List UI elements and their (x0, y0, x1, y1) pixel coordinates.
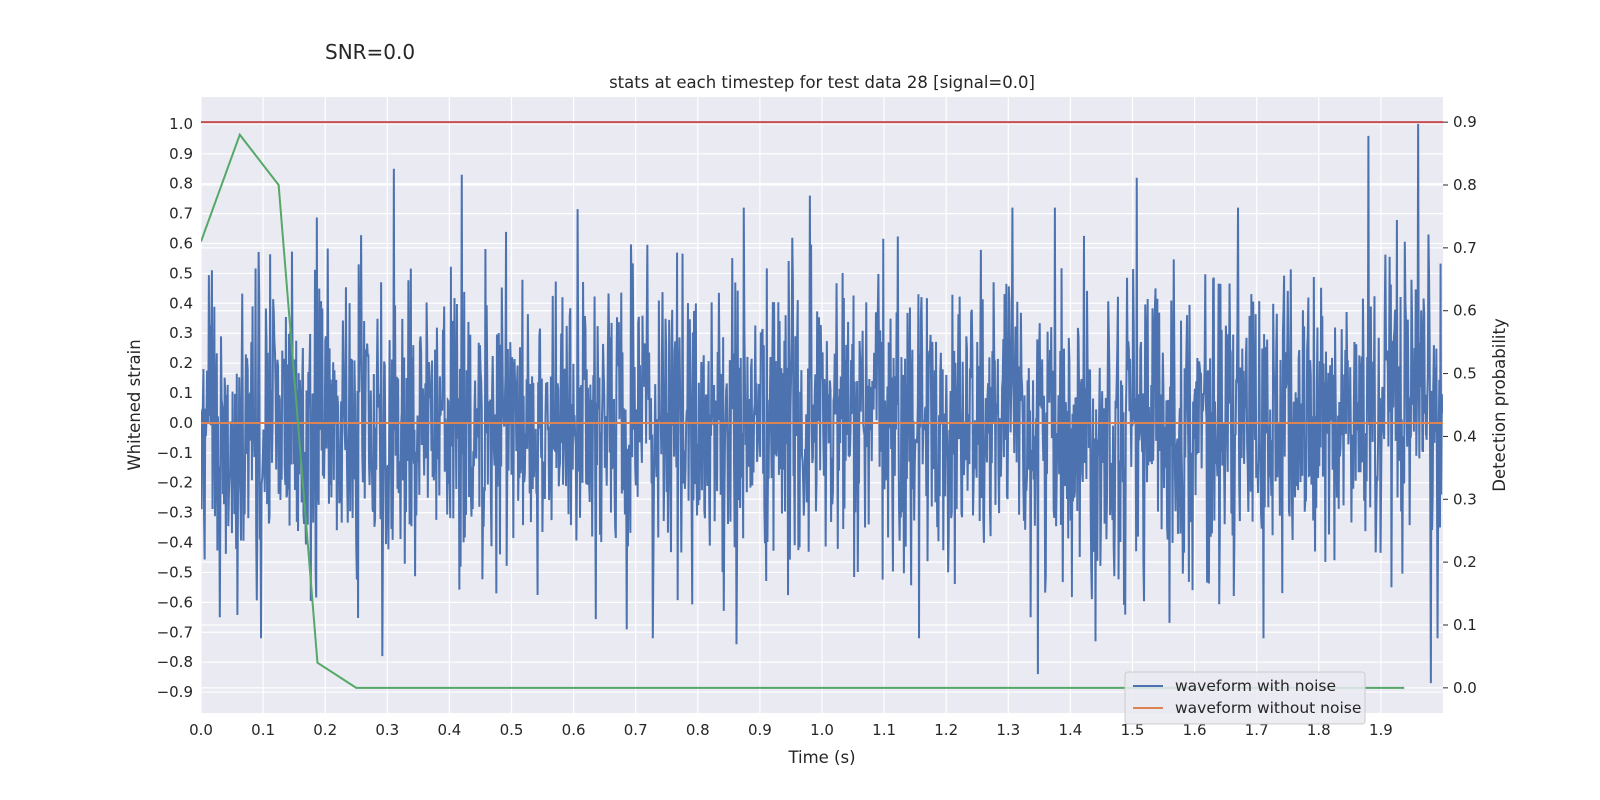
x-axis-label: Time (s) (787, 748, 855, 767)
y2-tick-label: 0.2 (1453, 553, 1477, 571)
y2-tick-label: 0.5 (1453, 365, 1477, 383)
x-tick-label: 1.0 (810, 721, 834, 739)
y-tick-label: 0.2 (169, 354, 193, 372)
x-tick-label: 0.8 (686, 721, 710, 739)
x-tick-label: 0.4 (437, 721, 461, 739)
x-tick-label: 0.2 (313, 721, 337, 739)
x-tick-label: 1.5 (1121, 721, 1145, 739)
y-axis-ticks: 1.0 0.9 0.8 0.7 0.6 0.5 0.4 0.3 0.2 0.1 0.0 −0.1 −0.… (157, 115, 193, 701)
y-tick-label: 0.5 (169, 264, 193, 282)
y-tick-label: −0.5 (157, 563, 193, 581)
x-tick-label: 1.7 (1245, 721, 1269, 739)
y-tick-label: −0.8 (157, 653, 193, 671)
y-tick-label: 0.9 (169, 145, 193, 163)
x-axis-ticks: 0.0 0.1 0.2 0.3 0.4 0.5 0.6 0.7 0.8 0.9 1.0 1.1 1.2 1… (189, 721, 1393, 739)
y-tick-label: 0.7 (169, 205, 193, 223)
legend-label-noise: waveform with noise (1175, 677, 1336, 695)
y2-tick-label: 0.0 (1453, 679, 1477, 697)
y-tick-label: 0.4 (169, 294, 193, 312)
y2-tick-label: 0.9 (1453, 113, 1477, 131)
x-tick-label: 0.7 (624, 721, 648, 739)
y2-axis-ticks: 0.9 0.8 0.7 0.6 0.5 0.4 0.3 0.2 0.1 0.0 (1443, 113, 1477, 697)
legend: waveform with noise waveform without noi… (1124, 671, 1366, 725)
x-tick-label: 0.3 (375, 721, 399, 739)
x-tick-label: 1.3 (996, 721, 1020, 739)
x-tick-label: 0.0 (189, 721, 213, 739)
y2-tick-label: 0.8 (1453, 176, 1477, 194)
y2-tick-label: 0.1 (1453, 616, 1477, 634)
x-tick-label: 1.6 (1183, 721, 1207, 739)
y2-axis-label: Detection probability (1490, 318, 1509, 492)
x-tick-label: 1.4 (1058, 721, 1082, 739)
figure-suptitle: SNR=0.0 (325, 40, 416, 64)
y-tick-label: 0.3 (169, 324, 193, 342)
y-tick-label: 1.0 (169, 115, 193, 133)
legend-box (1124, 671, 1366, 725)
y2-tick-label: 0.7 (1453, 239, 1477, 257)
x-tick-label: 1.8 (1307, 721, 1331, 739)
y2-tick-label: 0.4 (1453, 427, 1477, 445)
y2-tick-label: 0.3 (1453, 490, 1477, 508)
y-tick-label: 0.6 (169, 235, 193, 253)
y-tick-label: −0.2 (157, 474, 193, 492)
x-tick-label: 1.9 (1369, 721, 1393, 739)
y-axis-label: Whitened strain (125, 339, 144, 470)
chart-title: stats at each timestep for test data 28 … (609, 73, 1035, 92)
y-tick-label: −0.4 (157, 534, 193, 552)
x-tick-label: 0.1 (251, 721, 275, 739)
x-tick-label: 1.1 (872, 721, 896, 739)
y-tick-label: −0.3 (157, 504, 193, 522)
y-tick-label: 0.0 (169, 414, 193, 432)
y2-tick-label: 0.6 (1453, 302, 1477, 320)
legend-label-clean: waveform without noise (1175, 699, 1361, 717)
x-tick-label: 0.5 (500, 721, 524, 739)
y-tick-label: −0.6 (157, 593, 193, 611)
series-waveform-with-noise (201, 123, 1443, 684)
x-tick-label: 0.9 (748, 721, 772, 739)
y-tick-label: 0.1 (169, 384, 193, 402)
y-tick-label: −0.7 (157, 623, 193, 641)
y-tick-label: 0.8 (169, 175, 193, 193)
x-tick-label: 0.6 (562, 721, 586, 739)
x-tick-label: 1.2 (934, 721, 958, 739)
y-tick-label: −0.9 (157, 683, 193, 701)
y-tick-label: −0.1 (157, 444, 193, 462)
